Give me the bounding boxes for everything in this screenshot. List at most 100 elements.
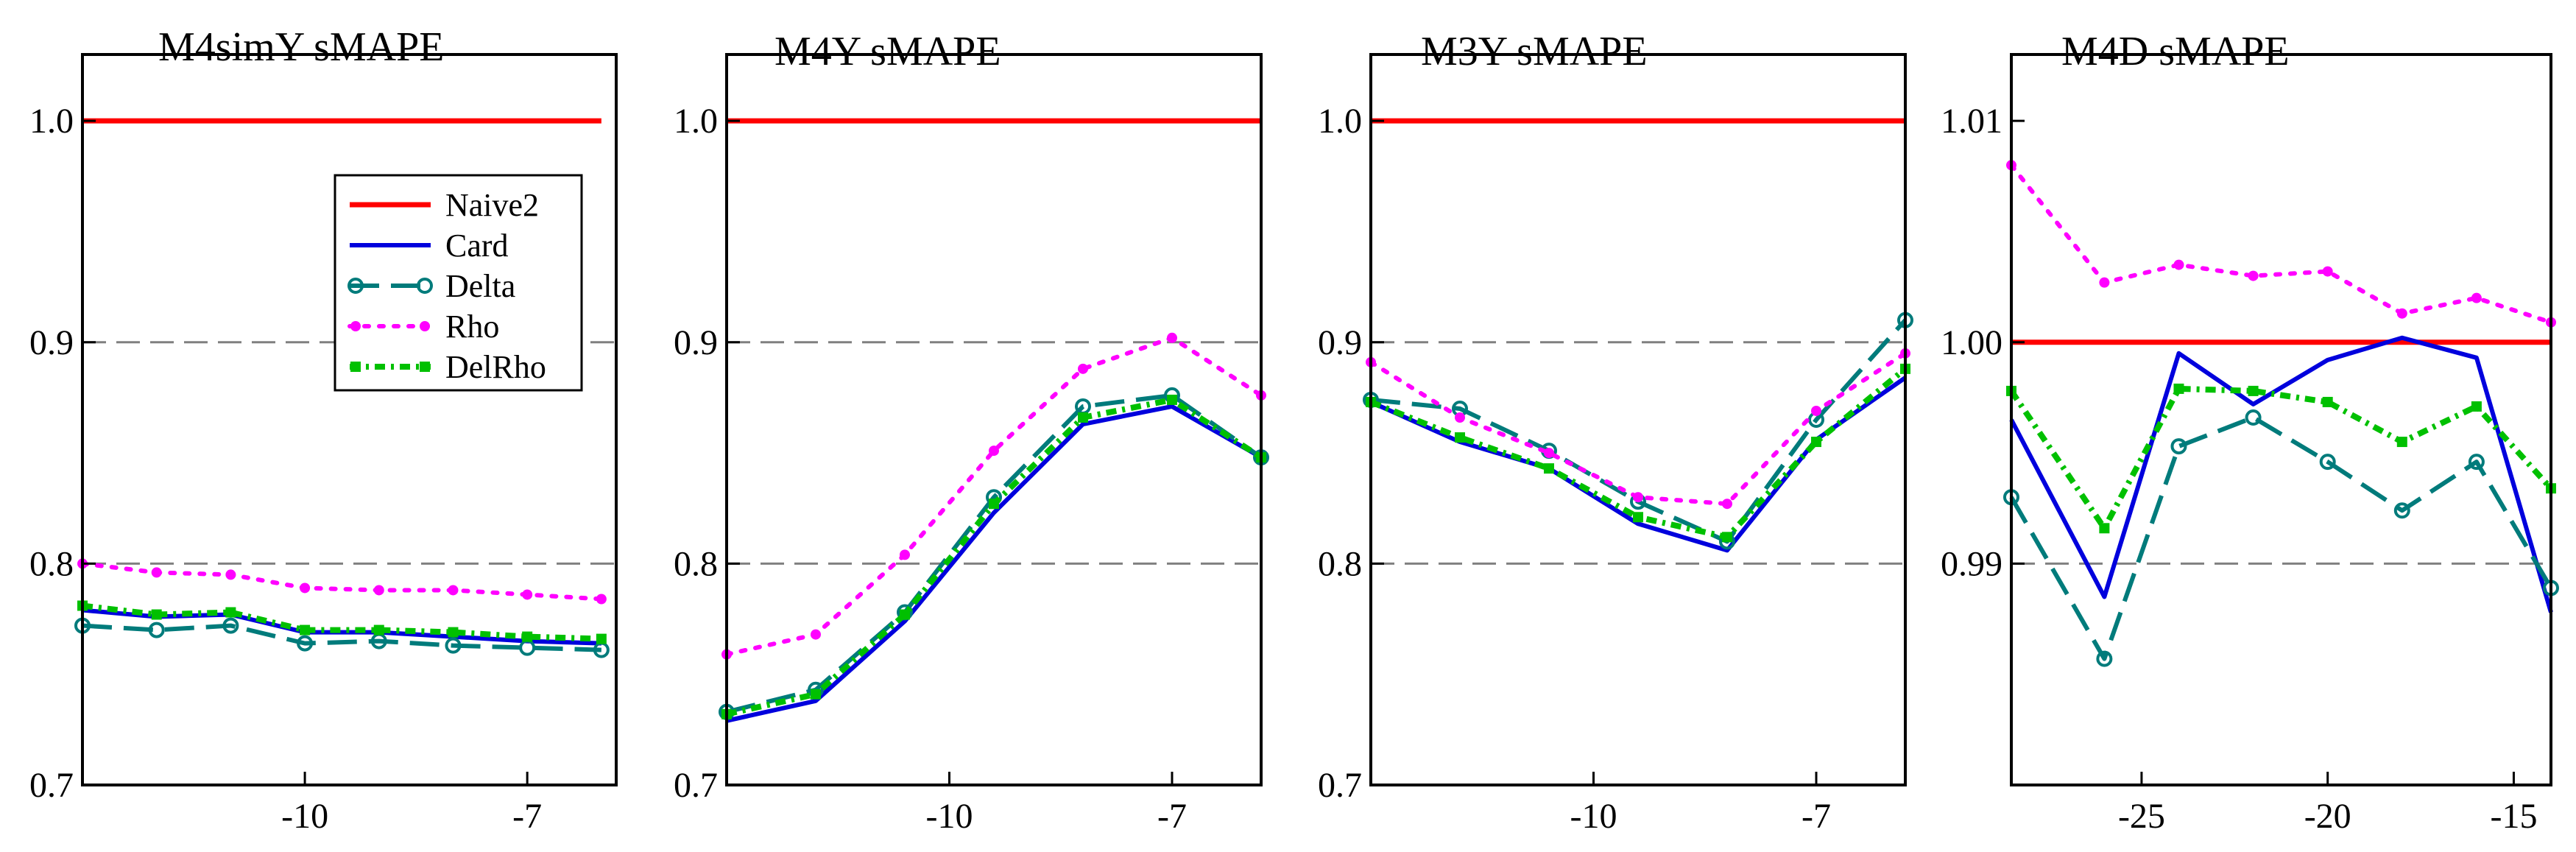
data-point-delrho: [1633, 512, 1643, 523]
legend-label-naive2: Naive2: [445, 187, 539, 223]
legend-marker-rho: [350, 321, 361, 331]
data-point-rho: [2322, 266, 2333, 277]
axes-frame: [725, 53, 1263, 786]
series-line-rho: [1369, 351, 1908, 507]
data-point-delrho: [1455, 432, 1465, 443]
legend: Naive2 Card Delta Rho DelRho: [334, 174, 583, 392]
x-tick-label: -7: [1157, 797, 1187, 836]
data-point-rho: [522, 589, 533, 600]
legend-label-rho: Rho: [445, 309, 499, 345]
data-point-rho: [1078, 363, 1088, 374]
data-point-delrho: [151, 609, 162, 620]
data-point-delta: [222, 617, 239, 634]
y-tick-label: 1.0: [29, 102, 74, 141]
axes-frame: [1369, 53, 1907, 786]
data-point-rho: [300, 582, 311, 594]
data-point-delta: [2393, 502, 2410, 519]
data-point-rho: [373, 585, 384, 596]
x-tick-label: -10: [281, 797, 328, 836]
data-point-delrho: [2248, 385, 2259, 396]
data-point-delrho: [448, 627, 459, 638]
series-line-rho: [80, 561, 604, 602]
data-point-rho: [2248, 270, 2259, 281]
x-tick-label: -10: [1570, 797, 1617, 836]
series-line-rho: [2009, 163, 2553, 325]
legend-label-delrho: DelRho: [445, 349, 546, 385]
series-line-delta: [82, 623, 601, 652]
data-point-delrho: [1544, 463, 1554, 474]
data-point-delta: [445, 637, 462, 654]
legend-marker-delta: [347, 278, 364, 294]
series-line-card: [726, 404, 1263, 723]
y-tick-label: 0.7: [674, 766, 718, 805]
data-point-rho: [596, 594, 607, 605]
legend-label-delta: Delta: [445, 268, 515, 304]
data-point-delrho: [2173, 383, 2184, 394]
data-point-delrho: [300, 624, 311, 636]
data-point-delrho: [2322, 396, 2333, 407]
data-point-rho: [811, 629, 821, 640]
data-point-rho: [1811, 405, 1821, 416]
data-point-rho: [151, 567, 162, 578]
y-tick-label: 0.9: [29, 323, 74, 362]
data-point-delrho: [522, 631, 533, 642]
y-tick-label: 1.0: [674, 102, 718, 141]
data-point-delta: [297, 635, 314, 652]
legend-label-card: Card: [445, 228, 509, 264]
series-line-delrho: [2008, 385, 2553, 532]
data-point-rho: [1455, 412, 1465, 423]
data-point-delta: [148, 622, 165, 638]
y-tick-label: 1.01: [1941, 102, 2002, 141]
data-point-rho: [1633, 492, 1643, 503]
y-tick-label: 0.9: [674, 323, 718, 362]
data-point-rho: [2396, 308, 2407, 319]
y-tick-label: 0.8: [29, 544, 74, 583]
panel-m3y: M3Y sMAPE 0.7 0.8 0.9 1.0 -10 -7: [1318, 29, 1913, 836]
data-point-delrho: [1078, 412, 1088, 423]
data-point-delta: [2170, 438, 2187, 455]
data-point-delrho: [1811, 437, 1821, 448]
data-point-rho: [225, 569, 236, 580]
y-tick-label: 0.9: [1318, 323, 1362, 362]
data-point-delrho: [2471, 401, 2482, 412]
data-point-delrho: [1722, 532, 1732, 543]
x-tick-label: -7: [512, 797, 542, 836]
data-point-delta: [2319, 454, 2336, 471]
y-tick-label: 1.0: [1318, 102, 1362, 141]
axes-frame: [81, 53, 618, 786]
data-point-rho: [1722, 499, 1732, 510]
legend-marker-delrho: [350, 362, 361, 372]
data-point-delrho: [2396, 437, 2407, 448]
y-tick-label: 0.7: [29, 766, 74, 805]
data-point-delrho: [2099, 523, 2110, 534]
panel-m4simy: M4simY sMAPE 0.7 0.8 0.9 1.0 -10 -7: [29, 24, 618, 836]
panel-title: M3Y sMAPE: [1421, 29, 1648, 74]
axes-frame: [2010, 53, 2552, 786]
x-tick-label: -15: [2490, 797, 2537, 836]
x-tick-label: -25: [2118, 797, 2165, 836]
legend-box: [334, 174, 583, 392]
series-line-delrho: [82, 602, 601, 642]
data-point-delta: [2096, 650, 2113, 667]
data-point-rho: [448, 585, 459, 596]
y-tick-label: 1.00: [1941, 323, 2002, 362]
data-point-rho: [900, 549, 910, 560]
data-point-rho: [2099, 277, 2110, 288]
data-point-delrho: [900, 609, 910, 620]
panel-title: M4D sMAPE: [2061, 29, 2290, 74]
data-point-rho: [2471, 292, 2482, 303]
data-point-delta: [2468, 454, 2485, 471]
data-point-delta: [2245, 409, 2262, 426]
data-point-delrho: [989, 499, 999, 510]
y-tick-label: 0.8: [674, 544, 718, 583]
panel-title: M4simY sMAPE: [158, 24, 444, 70]
x-tick-label: -20: [2304, 797, 2351, 836]
series-line-delrho: [1369, 366, 1908, 541]
legend-marker-delrho: [420, 362, 430, 372]
series-line-card: [82, 608, 601, 646]
y-tick-label: 0.8: [1318, 544, 1362, 583]
data-point-rho: [1167, 332, 1177, 343]
panel-title: M4Y sMAPE: [774, 29, 1001, 74]
data-point-delrho: [1167, 394, 1177, 405]
